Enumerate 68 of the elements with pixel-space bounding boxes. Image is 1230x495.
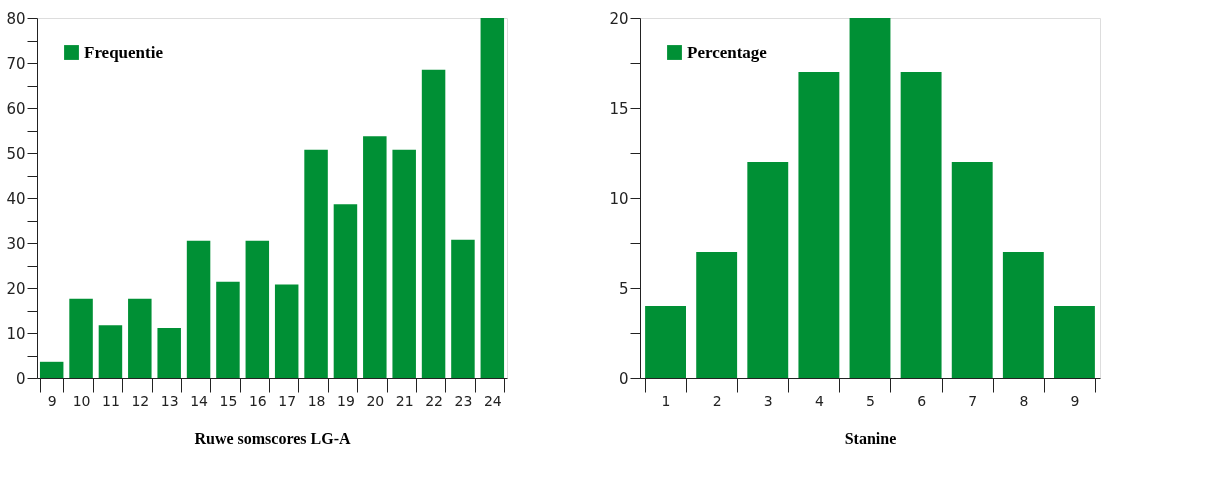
legend-label: Percentage: [687, 42, 768, 62]
bar: [392, 149, 416, 378]
x-axis-title: Stanine: [844, 429, 897, 447]
y-tick-label: 20: [609, 9, 629, 28]
x-tick-label: 4: [814, 392, 824, 409]
x-tick-label: 15: [219, 392, 238, 409]
bar: [645, 306, 686, 378]
x-tick-label: 11: [102, 392, 120, 409]
y-tick-label: 10: [609, 189, 629, 208]
x-axis-title: Ruwe somscores LG-A: [194, 429, 352, 447]
x-tick-label: 13: [160, 392, 179, 409]
y-tick-label: 0: [15, 369, 26, 388]
bar: [421, 69, 446, 378]
x-tick-label: 20: [366, 392, 385, 409]
y-tick-label: 20: [6, 279, 26, 298]
x-tick-label: 10: [72, 392, 91, 409]
bar: [157, 328, 181, 378]
x-tick-label: 24: [483, 392, 502, 409]
x-tick-label: 17: [278, 392, 297, 409]
bar: [696, 252, 738, 378]
x-tick-label: 3: [763, 392, 773, 409]
bar: [451, 239, 475, 378]
bar: [69, 298, 93, 378]
bar: [1054, 306, 1095, 378]
x-tick-label: 7: [968, 392, 978, 409]
bar: [186, 240, 211, 378]
bar: [747, 162, 789, 378]
x-tick-label: 5: [866, 392, 875, 409]
y-tick-label: 30: [6, 234, 26, 253]
bar: [304, 149, 328, 378]
bar: [274, 284, 299, 378]
x-tick-label: 6: [917, 392, 927, 409]
x-tick-label: 1: [661, 392, 671, 409]
bar: [245, 240, 270, 378]
x-tick-label: 8: [1019, 392, 1029, 409]
x-tick-label: 19: [337, 392, 355, 409]
bar: [98, 325, 123, 378]
y-tick-label: 0: [618, 369, 629, 388]
y-tick-label: 15: [609, 99, 629, 118]
bar: [480, 18, 505, 378]
x-tick-label: 9: [1070, 392, 1080, 409]
x-tick-label: 14: [190, 392, 209, 409]
bar: [951, 162, 993, 378]
y-tick-label: 80: [6, 9, 26, 28]
x-tick-label: 21: [395, 392, 414, 409]
bar: [849, 18, 891, 378]
y-tick-label: 10: [6, 324, 26, 343]
bar: [39, 361, 64, 378]
y-tick-label: 5: [618, 279, 629, 298]
x-tick-label: 2: [712, 392, 722, 409]
bar: [333, 204, 358, 378]
bar: [216, 281, 240, 378]
bar: [900, 72, 942, 378]
y-tick-label: 60: [6, 99, 26, 118]
bar: [363, 136, 387, 378]
bar: [798, 72, 840, 378]
x-tick-label: 22: [425, 392, 443, 409]
legend-label: Frequentie: [84, 42, 164, 62]
y-tick-label: 50: [6, 144, 26, 163]
x-tick-label: 9: [47, 392, 57, 409]
x-tick-label: 23: [454, 392, 473, 409]
y-tick-label: 40: [6, 189, 26, 208]
y-tick-label: 70: [6, 54, 26, 73]
bar: [1002, 252, 1044, 378]
x-tick-label: 12: [131, 392, 150, 409]
x-tick-label: 16: [248, 392, 267, 409]
bar: [128, 298, 152, 378]
x-tick-label: 18: [307, 392, 326, 409]
